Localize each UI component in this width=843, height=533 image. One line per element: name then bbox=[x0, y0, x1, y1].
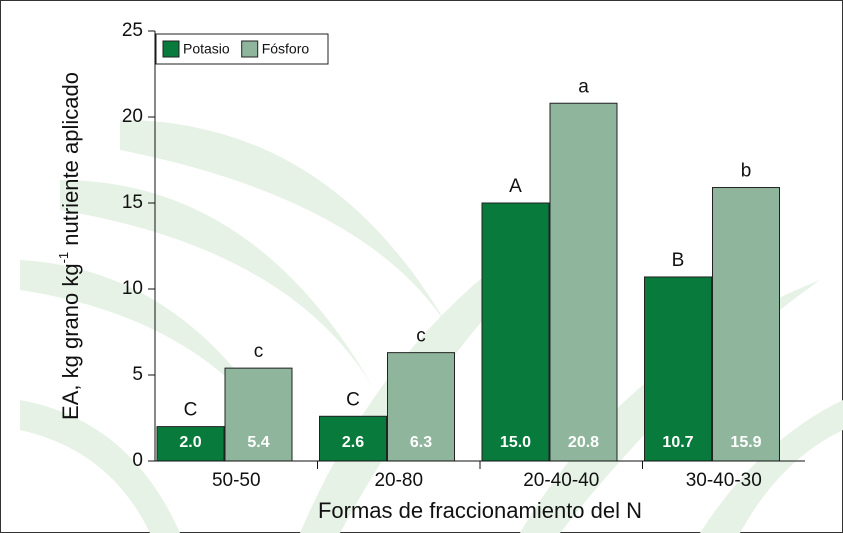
value-label: 2.0 bbox=[179, 434, 201, 451]
significance-letter: A bbox=[509, 176, 522, 197]
bar bbox=[156, 426, 225, 462]
legend: Potasio Fósforo bbox=[155, 33, 329, 65]
value-label: 2.6 bbox=[342, 434, 364, 451]
y-axis-label: EA, kg grano kg-1 nutriente aplicado bbox=[56, 72, 83, 420]
significance-letter: b bbox=[741, 161, 752, 182]
x-tick-label: 20-40-40 bbox=[523, 470, 599, 491]
x-axis-label: Formas de fraccionamiento del N bbox=[318, 498, 642, 523]
value-label: 5.4 bbox=[247, 434, 269, 451]
x-tick-label: 30-40-30 bbox=[686, 470, 762, 491]
y-tick-label: 10 bbox=[122, 278, 143, 299]
bar bbox=[224, 367, 293, 462]
significance-letter: a bbox=[578, 76, 589, 97]
significance-letter: C bbox=[346, 389, 360, 410]
value-label: 6.3 bbox=[410, 434, 432, 451]
x-tick-label: 20-80 bbox=[374, 470, 423, 491]
y-label-rest: nutriente aplicado bbox=[58, 72, 83, 252]
y-tick-label: 15 bbox=[122, 192, 143, 213]
value-label: 15.9 bbox=[730, 434, 761, 451]
y-tick-label: 5 bbox=[132, 364, 143, 385]
y-tick-label: 25 bbox=[122, 20, 143, 41]
y-label-text: EA, kg grano kg bbox=[58, 263, 83, 420]
significance-letter: C bbox=[184, 400, 198, 421]
value-label: 10.7 bbox=[662, 434, 693, 451]
bar bbox=[387, 352, 455, 462]
legend-swatch bbox=[162, 40, 180, 58]
bar bbox=[712, 187, 780, 462]
y-tick-label: 20 bbox=[122, 106, 143, 127]
value-label: 20.8 bbox=[568, 434, 599, 451]
y-label-superscript: -1 bbox=[56, 252, 71, 264]
legend-swatch bbox=[241, 40, 259, 58]
bar bbox=[549, 102, 618, 462]
legend-label: Potasio bbox=[183, 41, 230, 57]
x-tick-label: 50-50 bbox=[212, 470, 261, 491]
legend-label: Fósforo bbox=[262, 41, 310, 57]
bar bbox=[644, 276, 712, 462]
y-tick-label: 0 bbox=[132, 450, 143, 471]
significance-letter: c bbox=[416, 326, 426, 347]
value-label: 15.0 bbox=[500, 434, 531, 451]
significance-letter: c bbox=[254, 341, 264, 362]
bar bbox=[481, 202, 550, 462]
significance-letter: B bbox=[672, 250, 685, 271]
